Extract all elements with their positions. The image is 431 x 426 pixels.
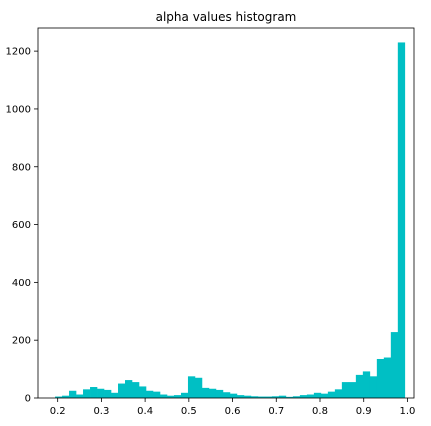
histogram-bar	[236, 395, 245, 398]
histogram-bar	[250, 396, 259, 398]
histogram-bar	[320, 393, 329, 398]
histogram-bar	[299, 395, 308, 398]
axes-group	[37, 27, 415, 399]
histogram-bar	[201, 387, 210, 398]
chart-title: alpha values histogram	[156, 10, 297, 24]
y-tick-label: 600	[12, 220, 31, 231]
histogram-bar	[278, 395, 287, 398]
histogram-bar	[194, 377, 203, 398]
x-tick-label: 0.8	[312, 406, 328, 417]
histogram-bar	[118, 383, 126, 398]
x-tick-label: 0.5	[181, 406, 197, 417]
histogram-bar	[152, 391, 161, 398]
histogram-bar	[215, 389, 224, 398]
histogram-bar	[187, 376, 196, 398]
histogram-bar	[257, 396, 266, 398]
y-tick-label: 1000	[6, 104, 31, 115]
histogram-bar	[159, 394, 168, 398]
histogram-bar	[69, 390, 77, 398]
histogram-bar	[397, 42, 406, 398]
histogram-bar	[362, 371, 371, 398]
histogram-bar	[369, 376, 378, 398]
y-tick-label: 1200	[6, 47, 31, 58]
x-tick-label: 1.0	[399, 406, 415, 417]
histogram-bar	[173, 395, 182, 398]
histogram-bar	[390, 332, 399, 398]
histogram-bar	[55, 396, 63, 398]
histogram-bar	[292, 396, 301, 398]
histogram-bar	[327, 391, 336, 398]
plot-frame	[37, 27, 415, 399]
histogram-bar	[83, 389, 91, 398]
y-tick-label: 0	[25, 394, 31, 405]
histogram-bar	[90, 387, 98, 398]
histogram-bar	[145, 390, 154, 398]
x-tick-label: 0.7	[268, 406, 284, 417]
histogram-bar	[104, 389, 112, 398]
histogram-bar	[111, 392, 119, 398]
histogram-bar	[97, 388, 105, 398]
y-tick-label: 800	[12, 162, 31, 173]
histogram-bar	[166, 395, 175, 398]
bars-group	[55, 42, 406, 399]
histogram-bar	[125, 380, 133, 398]
histogram-bar	[306, 394, 315, 398]
histogram-bar	[139, 386, 147, 398]
histogram-bar	[76, 394, 84, 398]
y-tick-label: 200	[12, 336, 31, 347]
histogram-bar	[243, 395, 252, 398]
y-ticks-group: 0 200 400 600 800 1000 1200	[6, 47, 38, 405]
histogram-bar	[334, 389, 343, 398]
histogram-bar	[208, 388, 217, 398]
histogram-bar	[376, 358, 385, 398]
histogram-bar	[383, 357, 392, 398]
histogram-bar	[355, 374, 364, 399]
x-ticks-group: 0.2 0.3 0.4 0.5 0.6 0.7 0.8 0.9 1.0	[50, 398, 415, 417]
histogram-bar	[285, 396, 294, 398]
histogram-bar	[264, 396, 273, 398]
histogram-bar	[313, 392, 322, 398]
histogram-bar	[341, 382, 350, 398]
y-tick-label: 400	[12, 278, 31, 289]
histogram-bar	[62, 395, 70, 398]
x-tick-label: 0.4	[137, 406, 153, 417]
histogram-bar	[348, 382, 357, 398]
x-tick-label: 0.3	[93, 406, 109, 417]
histogram-bar	[222, 392, 231, 398]
histogram-bar	[132, 382, 140, 398]
x-tick-label: 0.9	[356, 406, 372, 417]
x-tick-label: 0.2	[50, 406, 66, 417]
histogram-bar	[180, 392, 189, 398]
x-tick-label: 0.6	[225, 406, 241, 417]
histogram-bar	[271, 396, 280, 398]
histogram-bar	[229, 393, 238, 398]
